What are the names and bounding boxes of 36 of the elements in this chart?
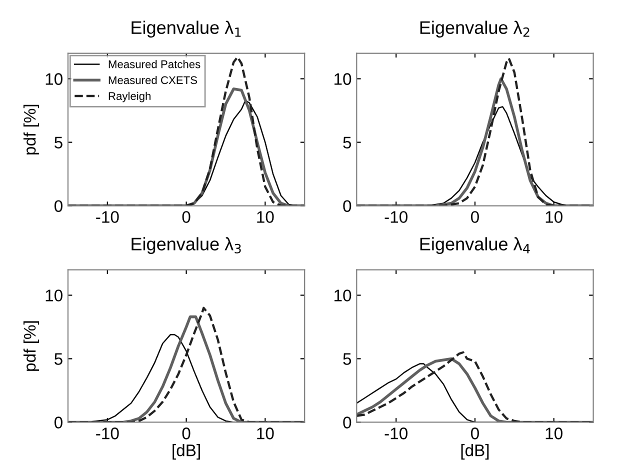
chart-title: Eigenvalue λ$_{4}$ [420, 237, 530, 254]
y-tick-label: 10 [334, 290, 352, 302]
legend-label: Measured Patches [108, 60, 200, 68]
y-tick-label: 0 [343, 200, 352, 212]
x-tick-label: -10 [384, 211, 408, 223]
y-tick-label: 0 [54, 416, 62, 428]
x-tick-label: 10 [257, 211, 274, 223]
y-tick-label: 10 [334, 73, 352, 85]
x-tick-label: 10 [257, 428, 274, 440]
y-tick-label: 5 [343, 136, 352, 148]
line-series [68, 56, 305, 206]
chart-title: Eigenvalue λ$_{2}$ [420, 20, 530, 38]
y-axis-title: pdf [%] [23, 321, 40, 371]
legend-label: Rayleigh [108, 92, 150, 102]
y-tick-label: 10 [46, 290, 62, 302]
x-tick-label: 0 [470, 428, 479, 440]
y-tick-label: 0 [54, 200, 62, 212]
x-tick-label: -10 [96, 428, 119, 440]
x-axis-title: [dB] [172, 444, 200, 460]
x-tick-label: 10 [546, 428, 562, 440]
x-tick-label: -10 [96, 211, 119, 223]
x-tick-label: 0 [182, 211, 190, 223]
x-tick-label: 0 [182, 428, 190, 440]
y-tick-label: 5 [54, 353, 62, 365]
x-tick-label: -10 [384, 428, 408, 440]
x-tick-label: 0 [470, 211, 479, 223]
y-axis-title: pdf [%] [23, 104, 40, 154]
x-axis-title: [dB] [461, 444, 489, 460]
y-tick-label: 10 [46, 73, 62, 85]
chart-title: Eigenvalue λ$_{1}$ [132, 20, 241, 38]
y-tick-label: 5 [54, 136, 62, 148]
y-tick-label: 0 [343, 416, 352, 428]
x-tick-label: 10 [546, 211, 562, 223]
y-tick-label: 5 [343, 353, 352, 365]
chart-title: Eigenvalue λ$_{3}$ [132, 237, 241, 254]
legend-label: Measured CXETS [108, 76, 198, 84]
